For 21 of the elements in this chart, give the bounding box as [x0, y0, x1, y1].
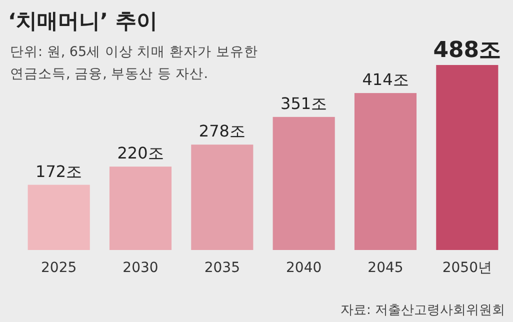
chart-title: ‘치매머니’ 추이 — [8, 9, 158, 33]
bar — [436, 65, 498, 250]
x-tick-label: 2035 — [204, 260, 240, 276]
text: 자료: 저출산고령사회위원회 — [340, 303, 505, 318]
bar — [354, 93, 417, 250]
data-label: 278조 — [198, 122, 246, 141]
data-label: 488조 — [433, 38, 502, 63]
data-label: 172조 — [36, 162, 82, 181]
x-tick-label: 2025 — [41, 260, 77, 276]
bar — [272, 116, 335, 250]
x-tick-label: 2050년 — [442, 260, 492, 276]
data-label: 414조 — [362, 70, 409, 90]
x-tick-label: 2045 — [368, 260, 404, 276]
bar — [28, 184, 90, 250]
data-label: 351조 — [280, 94, 328, 113]
bar — [191, 144, 254, 250]
chart-subtitle: 단위: 원, 65세 이상 치매 환자가 보유한 연금소득, 금융, 부동산 등 자산. — [10, 44, 258, 82]
x-tick-label: 2030 — [122, 260, 158, 276]
data-label: 220조 — [117, 144, 164, 163]
bar — [109, 166, 172, 250]
x-tick-label: 2040 — [286, 260, 322, 276]
